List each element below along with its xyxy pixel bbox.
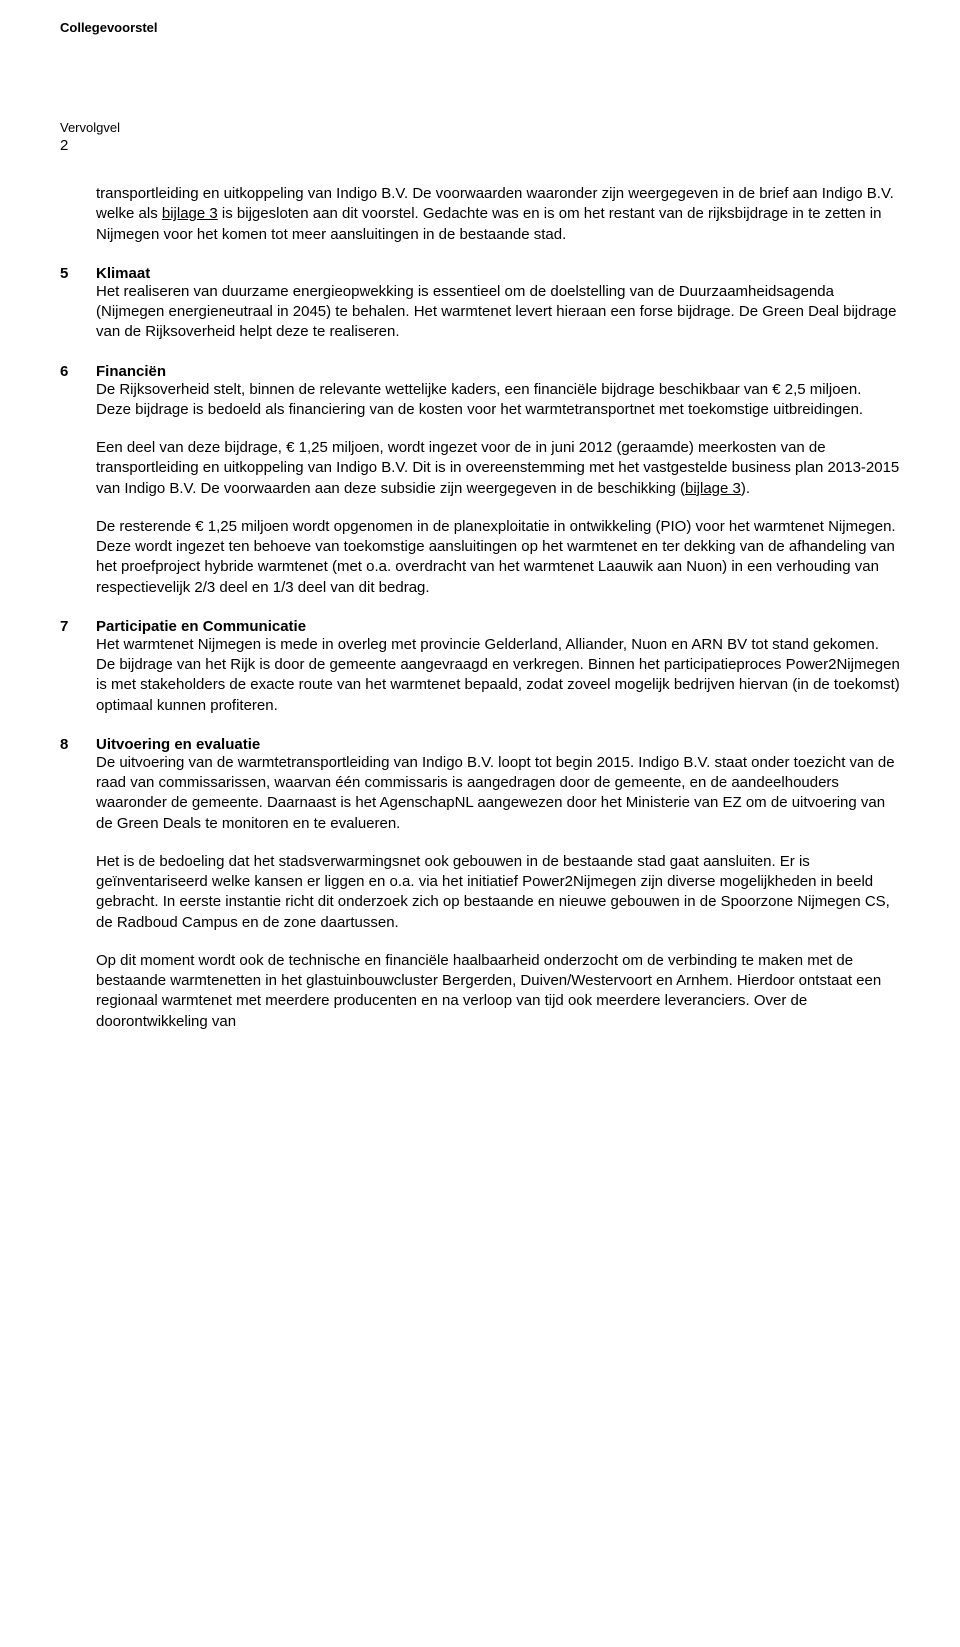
vervolgvel-label: Vervolgvel [60, 120, 900, 135]
section-6-financien: 6 Financiën De Rijksoverheid stelt, binn… [96, 363, 900, 598]
bijlage-3-link-2[interactable]: bijlage 3 [685, 480, 741, 497]
section-6-body: De Rijksoverheid stelt, binnen de releva… [96, 380, 900, 421]
section-6-number: 6 [60, 363, 96, 380]
section-6-para3: De resterende € 1,25 miljoen wordt opgen… [96, 517, 900, 598]
section-7-body: Het warmtenet Nijmegen is mede in overle… [96, 635, 900, 716]
section-7-number: 7 [60, 618, 96, 635]
section-7-participatie: 7 Participatie en Communicatie Het warmt… [96, 618, 900, 716]
section-8-number: 8 [60, 736, 96, 753]
section-6-title: Financiën [96, 363, 900, 380]
section-8-body: De uitvoering van de warmtetransportleid… [96, 753, 900, 834]
section-5-klimaat: 5 Klimaat Het realiseren van duurzame en… [96, 265, 900, 343]
section-6-para2: Een deel van deze bijdrage, € 1,25 miljo… [96, 438, 900, 499]
section-7-title: Participatie en Communicatie [96, 618, 900, 635]
section-5-body: Het realiseren van duurzame energieopwek… [96, 282, 900, 343]
page-number: 2 [60, 137, 900, 154]
doc-type-label: Collegevoorstel [60, 20, 900, 35]
section-6-para2-after: ). [741, 480, 750, 497]
section-8-para2: Het is de bedoeling dat het stadsverwarm… [96, 852, 900, 933]
section-5-number: 5 [60, 265, 96, 282]
section-5-title: Klimaat [96, 265, 900, 282]
section-8-title: Uitvoering en evaluatie [96, 736, 900, 753]
intro-paragraph: transportleiding en uitkoppeling van Ind… [96, 184, 900, 245]
section-8-uitvoering: 8 Uitvoering en evaluatie De uitvoering … [96, 736, 900, 1032]
section-6-para2-before: Een deel van deze bijdrage, € 1,25 miljo… [96, 439, 899, 497]
bijlage-3-link[interactable]: bijlage 3 [162, 205, 218, 222]
document-content: transportleiding en uitkoppeling van Ind… [60, 184, 900, 1032]
section-8-para3: Op dit moment wordt ook de technische en… [96, 951, 900, 1032]
